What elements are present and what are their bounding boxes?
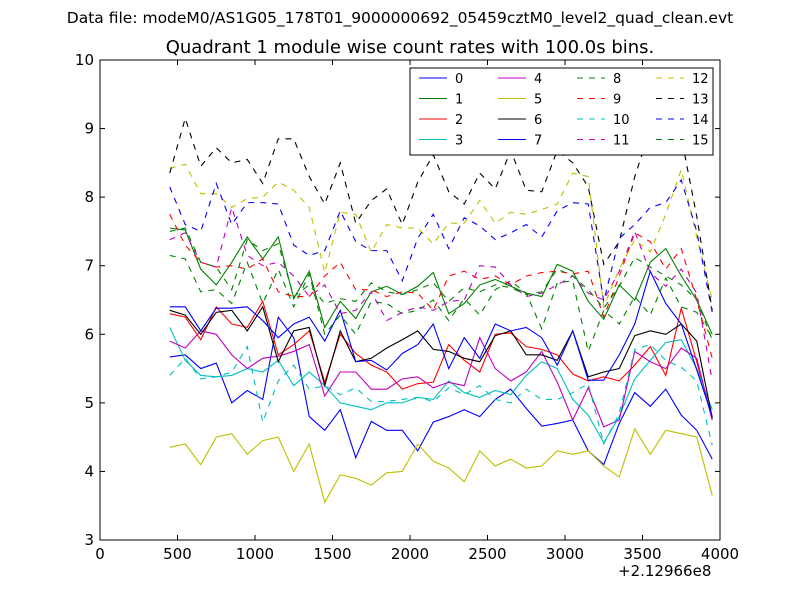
x-tick-label: 1000 — [236, 545, 274, 563]
y-tick-label: 5 — [84, 394, 94, 412]
series-line-8 — [169, 254, 713, 354]
series-line-15 — [169, 227, 713, 340]
y-tick-label: 6 — [84, 325, 94, 343]
legend-label-7: 7 — [534, 134, 542, 149]
legend-label-11: 11 — [613, 134, 630, 149]
series-line-4 — [169, 330, 713, 428]
y-tick-label: 7 — [84, 257, 94, 275]
legend-label-13: 13 — [692, 93, 709, 108]
x-tick-label: 4000 — [701, 545, 739, 563]
legend-label-14: 14 — [692, 113, 709, 128]
series-line-12 — [169, 163, 713, 310]
x-tick-label: 500 — [163, 545, 192, 563]
x-tick-label: 3000 — [546, 545, 584, 563]
y-tick-label: 9 — [84, 120, 94, 138]
series-line-9 — [169, 214, 713, 359]
legend-label-4: 4 — [534, 72, 542, 87]
series-line-13 — [169, 116, 713, 311]
x-tick-label: 2000 — [391, 545, 429, 563]
legend-label-9: 9 — [613, 93, 621, 108]
legend-label-1: 1 — [455, 93, 463, 108]
series-line-1 — [169, 227, 713, 335]
series-line-11 — [169, 205, 713, 382]
y-tick-label: 3 — [84, 531, 94, 549]
y-tick-label: 8 — [84, 188, 94, 206]
series-line-2 — [169, 299, 713, 421]
figure-suptitle: Data file: modeM0/AS1G05_178T01_90000006… — [66, 9, 734, 27]
y-tick-label: 10 — [75, 51, 94, 69]
series-line-0 — [169, 315, 713, 466]
x-tick-label: 0 — [95, 545, 105, 563]
x-axis: 0 500 1000 1500 2000 2500 3000 3500 4000 — [95, 60, 739, 563]
legend-label-15: 15 — [692, 134, 709, 149]
x-tick-label: 1500 — [313, 545, 351, 563]
legend-label-0: 0 — [455, 72, 463, 87]
legend-label-2: 2 — [455, 113, 463, 128]
series-line-5 — [169, 427, 713, 504]
x-tick-label: 2500 — [468, 545, 506, 563]
legend-label-10: 10 — [613, 113, 630, 128]
series-layer — [169, 116, 713, 504]
series-line-14 — [169, 178, 713, 313]
legend-label-8: 8 — [613, 72, 621, 87]
x-tick-label: 3500 — [623, 545, 661, 563]
x-axis-offset-label: +2.12966e8 — [618, 562, 712, 580]
chart-title: Quadrant 1 module wise count rates with … — [165, 37, 655, 58]
y-tick-label: 4 — [84, 462, 94, 480]
legend-label-5: 5 — [534, 93, 542, 108]
legend-label-3: 3 — [455, 134, 463, 149]
legend-label-6: 6 — [534, 113, 542, 128]
series-line-7 — [169, 269, 713, 417]
series-line-6 — [169, 305, 713, 419]
legend-label-12: 12 — [692, 72, 709, 87]
series-line-10 — [169, 343, 713, 446]
legend-box — [409, 67, 714, 156]
